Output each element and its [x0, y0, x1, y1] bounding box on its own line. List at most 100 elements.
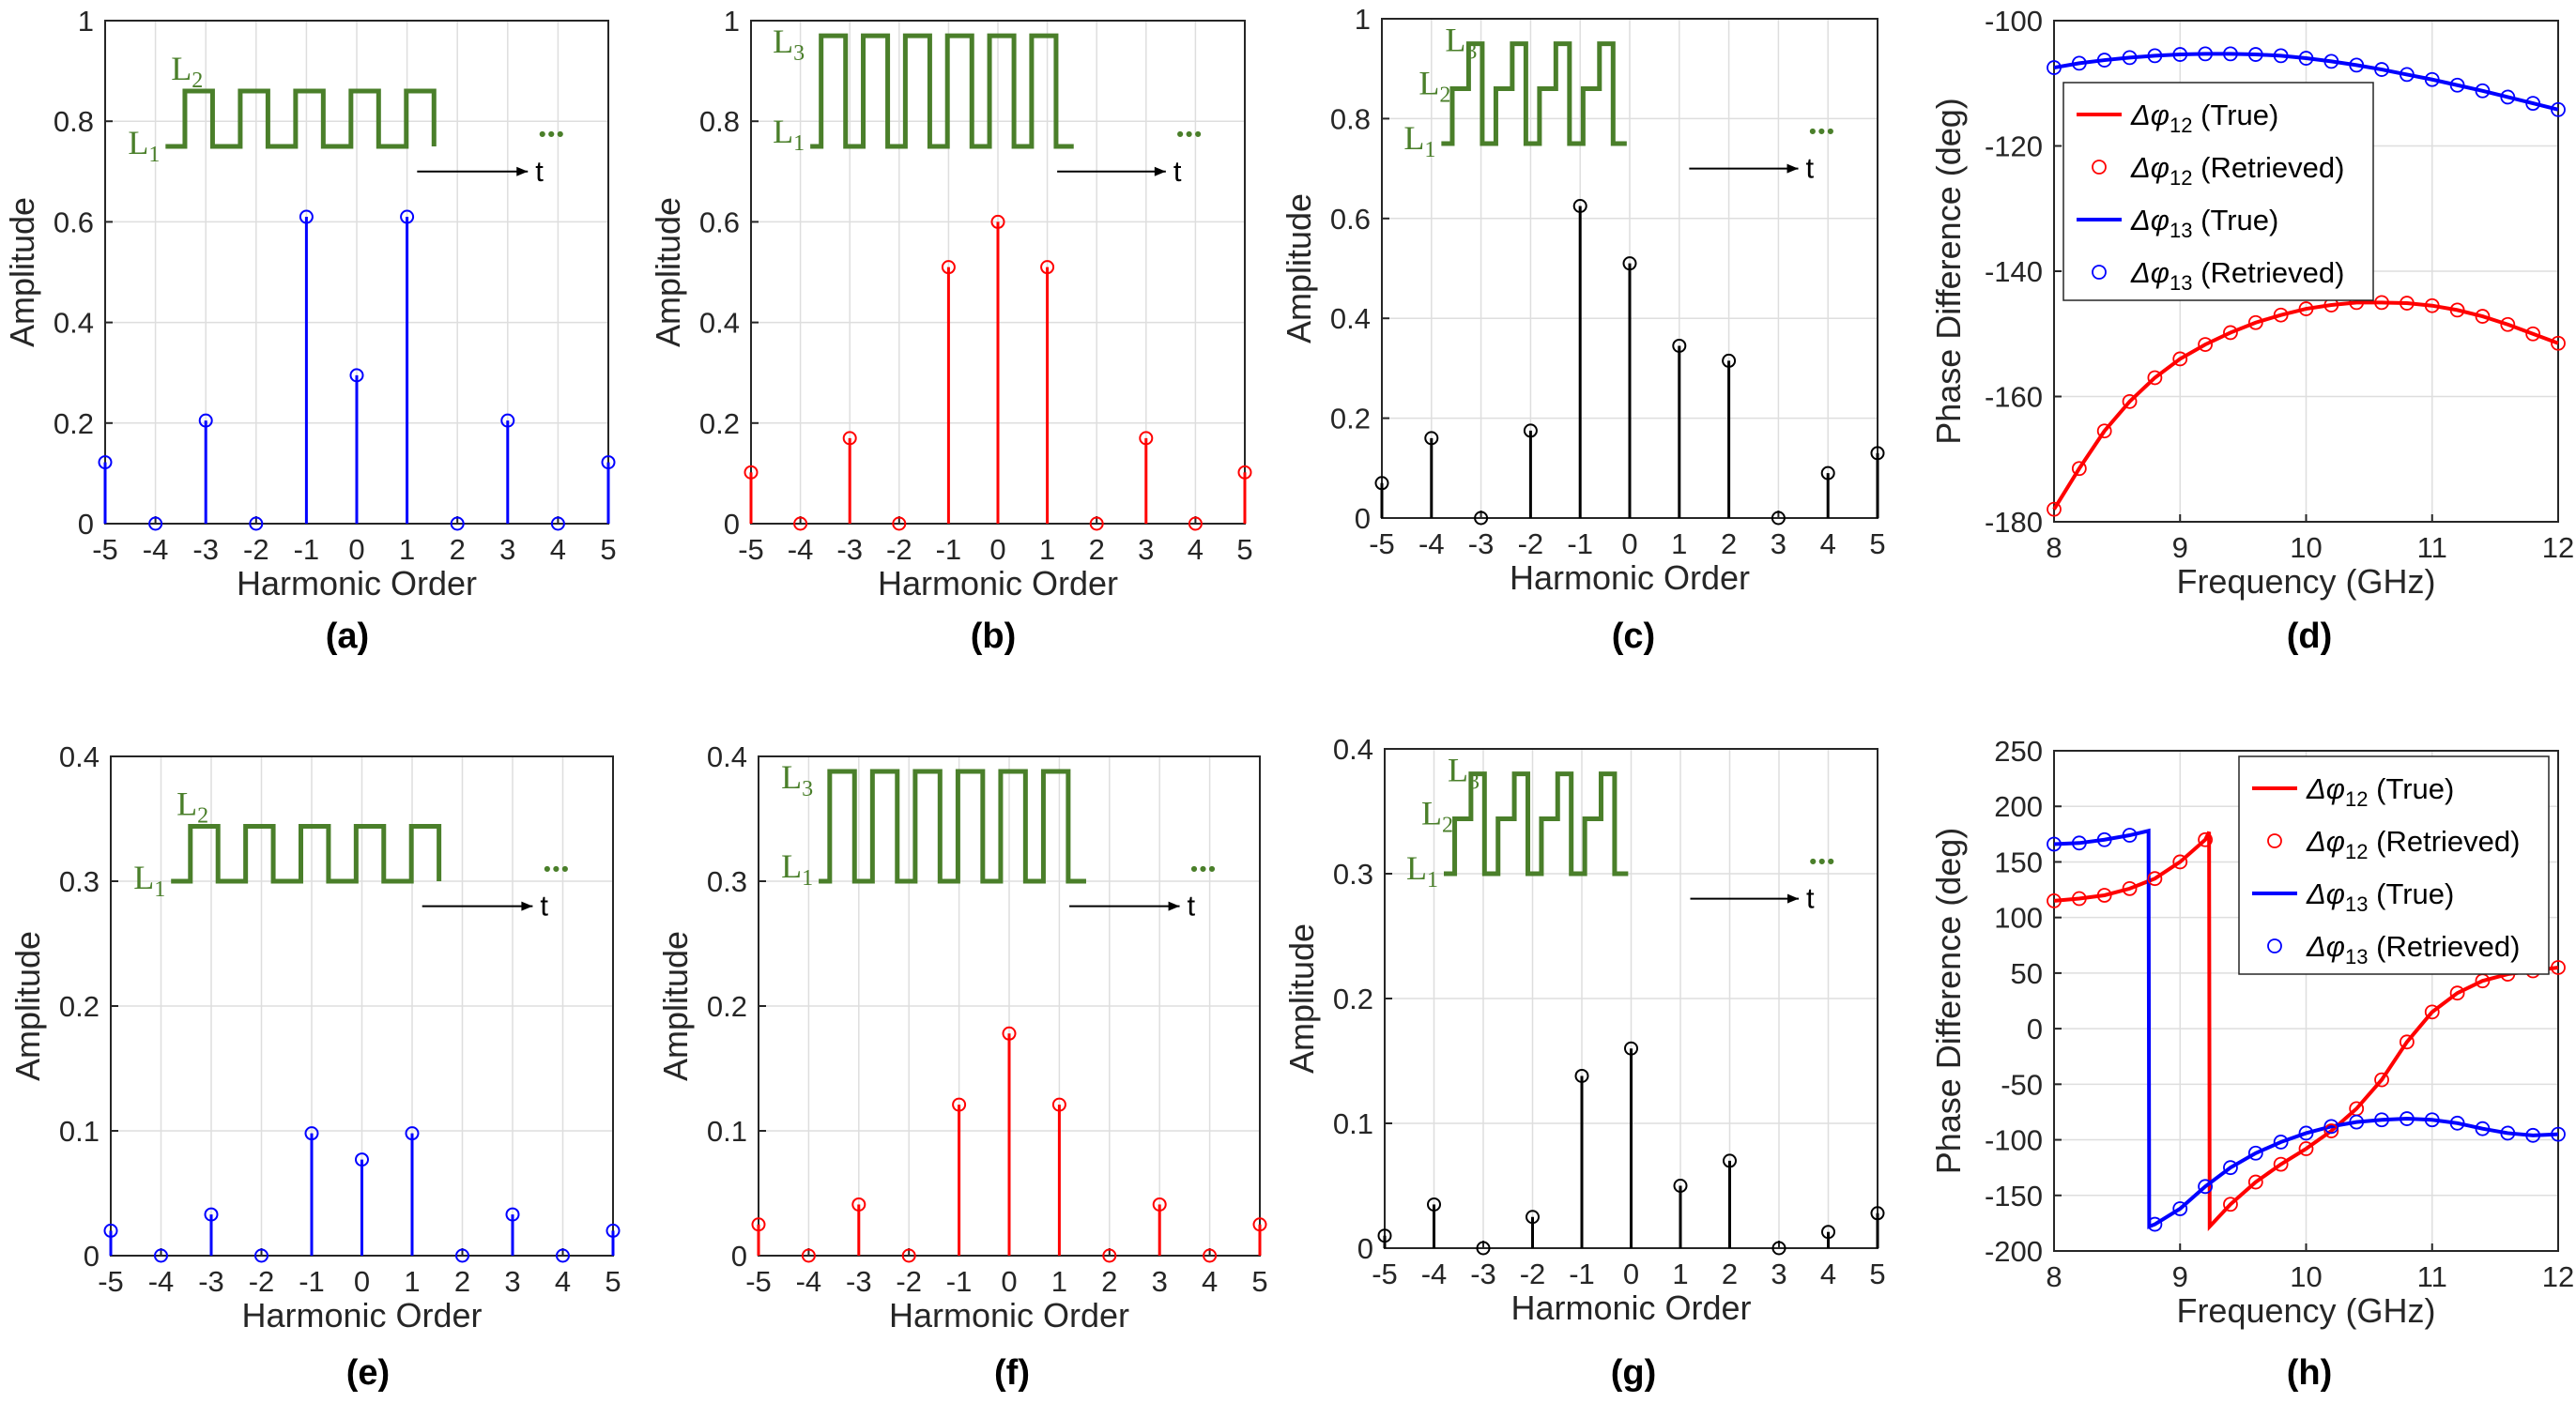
- stem-marker: [204, 1207, 219, 1222]
- stem-marker: [952, 1097, 967, 1112]
- stem-marker: [941, 260, 956, 275]
- y-tick-label: 0: [84, 1240, 100, 1273]
- retrieved-marker: [2096, 831, 2112, 847]
- panel-f: -5 -4 -3 -2 -1 0 1 2 3 4 5 0 0.1 0.2 0.3 0.4 Harmonic Or…: [656, 740, 1268, 1393]
- x-tick-label: -5: [1369, 527, 1395, 560]
- stem-marker: [500, 413, 515, 428]
- wave-label-sub: 3: [802, 777, 813, 801]
- retrieved-marker: [2449, 1115, 2465, 1131]
- retrieved-marker: [2500, 316, 2516, 332]
- panel-label: (c): [1612, 617, 1655, 656]
- y-tick-label: 200: [1994, 790, 2043, 823]
- ellipsis-text: ...: [1809, 832, 1836, 872]
- x-tick-label: 9: [2172, 531, 2188, 564]
- x-tick-label: -2: [243, 533, 269, 566]
- stem-marker: [751, 1217, 766, 1232]
- legend-entry: Δφ12 (True): [2306, 772, 2454, 811]
- x-tick-label: -1: [294, 533, 320, 566]
- time-arrow-head: [1154, 166, 1166, 176]
- stem-marker: [801, 1248, 816, 1263]
- x-tick-label: 3: [1152, 1265, 1168, 1298]
- x-tick-label: 1: [1051, 1265, 1067, 1298]
- stem-marker: [1771, 511, 1786, 526]
- retrieved-marker: [2047, 60, 2062, 75]
- wave-label-l1: L1: [1403, 119, 1435, 162]
- retrieved-marker: [2147, 1216, 2163, 1232]
- time-arrow-head: [521, 901, 533, 911]
- stem-marker: [1622, 256, 1637, 271]
- stem-marker: [1424, 431, 1439, 446]
- retrieved-marker: [2424, 1112, 2440, 1128]
- stem-marker: [249, 516, 264, 531]
- x-tick-label: -1: [299, 1265, 325, 1298]
- y-tick-label: 50: [2011, 957, 2043, 990]
- legend-subscript: 13: [2345, 945, 2368, 968]
- retrieved-marker: [2475, 1121, 2491, 1136]
- stem-marker: [1723, 1153, 1737, 1168]
- x-tick-label: -3: [846, 1265, 872, 1298]
- x-axis-label: Frequency (GHz): [2176, 1291, 2435, 1330]
- retrieved-marker: [2424, 297, 2440, 313]
- series-line: [2053, 831, 2559, 1232]
- x-tick-label: 10: [2290, 1260, 2322, 1293]
- retrieved-marker: [2273, 48, 2289, 64]
- x-tick-label: 2: [454, 1265, 470, 1298]
- x-tick-label: -4: [148, 1265, 175, 1298]
- stem-marker: [1523, 423, 1538, 438]
- wave-label-sub: 3: [1465, 40, 1477, 65]
- wave-label-l3: L3: [773, 23, 805, 66]
- x-tick-label: 8: [2046, 1260, 2062, 1293]
- x-tick-label: 3: [499, 533, 515, 566]
- retrieved-marker: [2122, 828, 2138, 843]
- retrieved-marker: [2399, 296, 2415, 311]
- y-tick-label: -100: [1985, 5, 2043, 38]
- x-tick-label: 4: [1202, 1265, 1218, 1298]
- retrieved-marker: [2223, 325, 2238, 341]
- legend-entry: Δφ12 (True): [2130, 99, 2278, 137]
- y-tick-label: -180: [1985, 506, 2043, 539]
- wave-label-l3: L3: [1448, 752, 1480, 795]
- x-axis-label: Harmonic Order: [878, 564, 1118, 602]
- legend-entry: Δφ12 (Retrieved): [2130, 151, 2344, 190]
- y-tick-label: 0.1: [707, 1115, 747, 1148]
- stem-marker: [148, 516, 163, 531]
- time-arrow-head: [516, 166, 529, 176]
- x-tick-label: 0: [1001, 1265, 1017, 1298]
- legend-symbol: Δφ: [2130, 256, 2170, 289]
- wave-label-l1: L1: [133, 859, 165, 902]
- retrieved-marker: [2122, 880, 2138, 896]
- retrieved-marker: [2399, 1034, 2415, 1050]
- retrieved-marker: [2298, 301, 2314, 316]
- retrieved-marker: [2122, 393, 2138, 409]
- x-tick-label: -4: [788, 533, 814, 566]
- wave-label-sub: 2: [1442, 813, 1453, 837]
- y-tick-label: 0.4: [1330, 302, 1371, 335]
- inset-waveform: [171, 823, 442, 884]
- y-tick-label: 0.4: [59, 740, 100, 773]
- legend-label: (True): [2193, 99, 2279, 131]
- y-tick-label: -160: [1985, 381, 2043, 414]
- y-tick-label: 0: [731, 1240, 747, 1273]
- x-tick-label: 1: [1672, 1258, 1688, 1290]
- y-tick-label: 0.2: [707, 990, 747, 1023]
- wave-label-l1: L1: [128, 124, 160, 167]
- retrieved-marker: [2247, 314, 2263, 330]
- panel-h: 8 9 10 11 12 -200 -150 -100 -50 0 50 100 150 200 250 Fr…: [1929, 735, 2574, 1393]
- legend-subscript: 13: [2170, 271, 2192, 295]
- stem-marker: [1624, 1041, 1638, 1056]
- retrieved-marker: [2172, 854, 2188, 870]
- x-tick-label: -3: [198, 1265, 224, 1298]
- stem-marker: [304, 1126, 319, 1141]
- panel-label: (b): [971, 617, 1017, 656]
- retrieved-marker: [2223, 1160, 2238, 1176]
- x-axis-label: Harmonic Order: [237, 564, 477, 602]
- y-axis-label: Amplitude: [8, 931, 47, 1081]
- x-tick-label: 4: [1188, 533, 1204, 566]
- x-tick-label: 2: [1721, 527, 1737, 560]
- x-tick-label: -5: [92, 533, 118, 566]
- y-tick-label: 0.4: [707, 740, 747, 773]
- wave-label-l2: L2: [1421, 794, 1453, 837]
- wave-label-main: L: [773, 113, 793, 150]
- retrieved-marker: [2247, 1174, 2263, 1190]
